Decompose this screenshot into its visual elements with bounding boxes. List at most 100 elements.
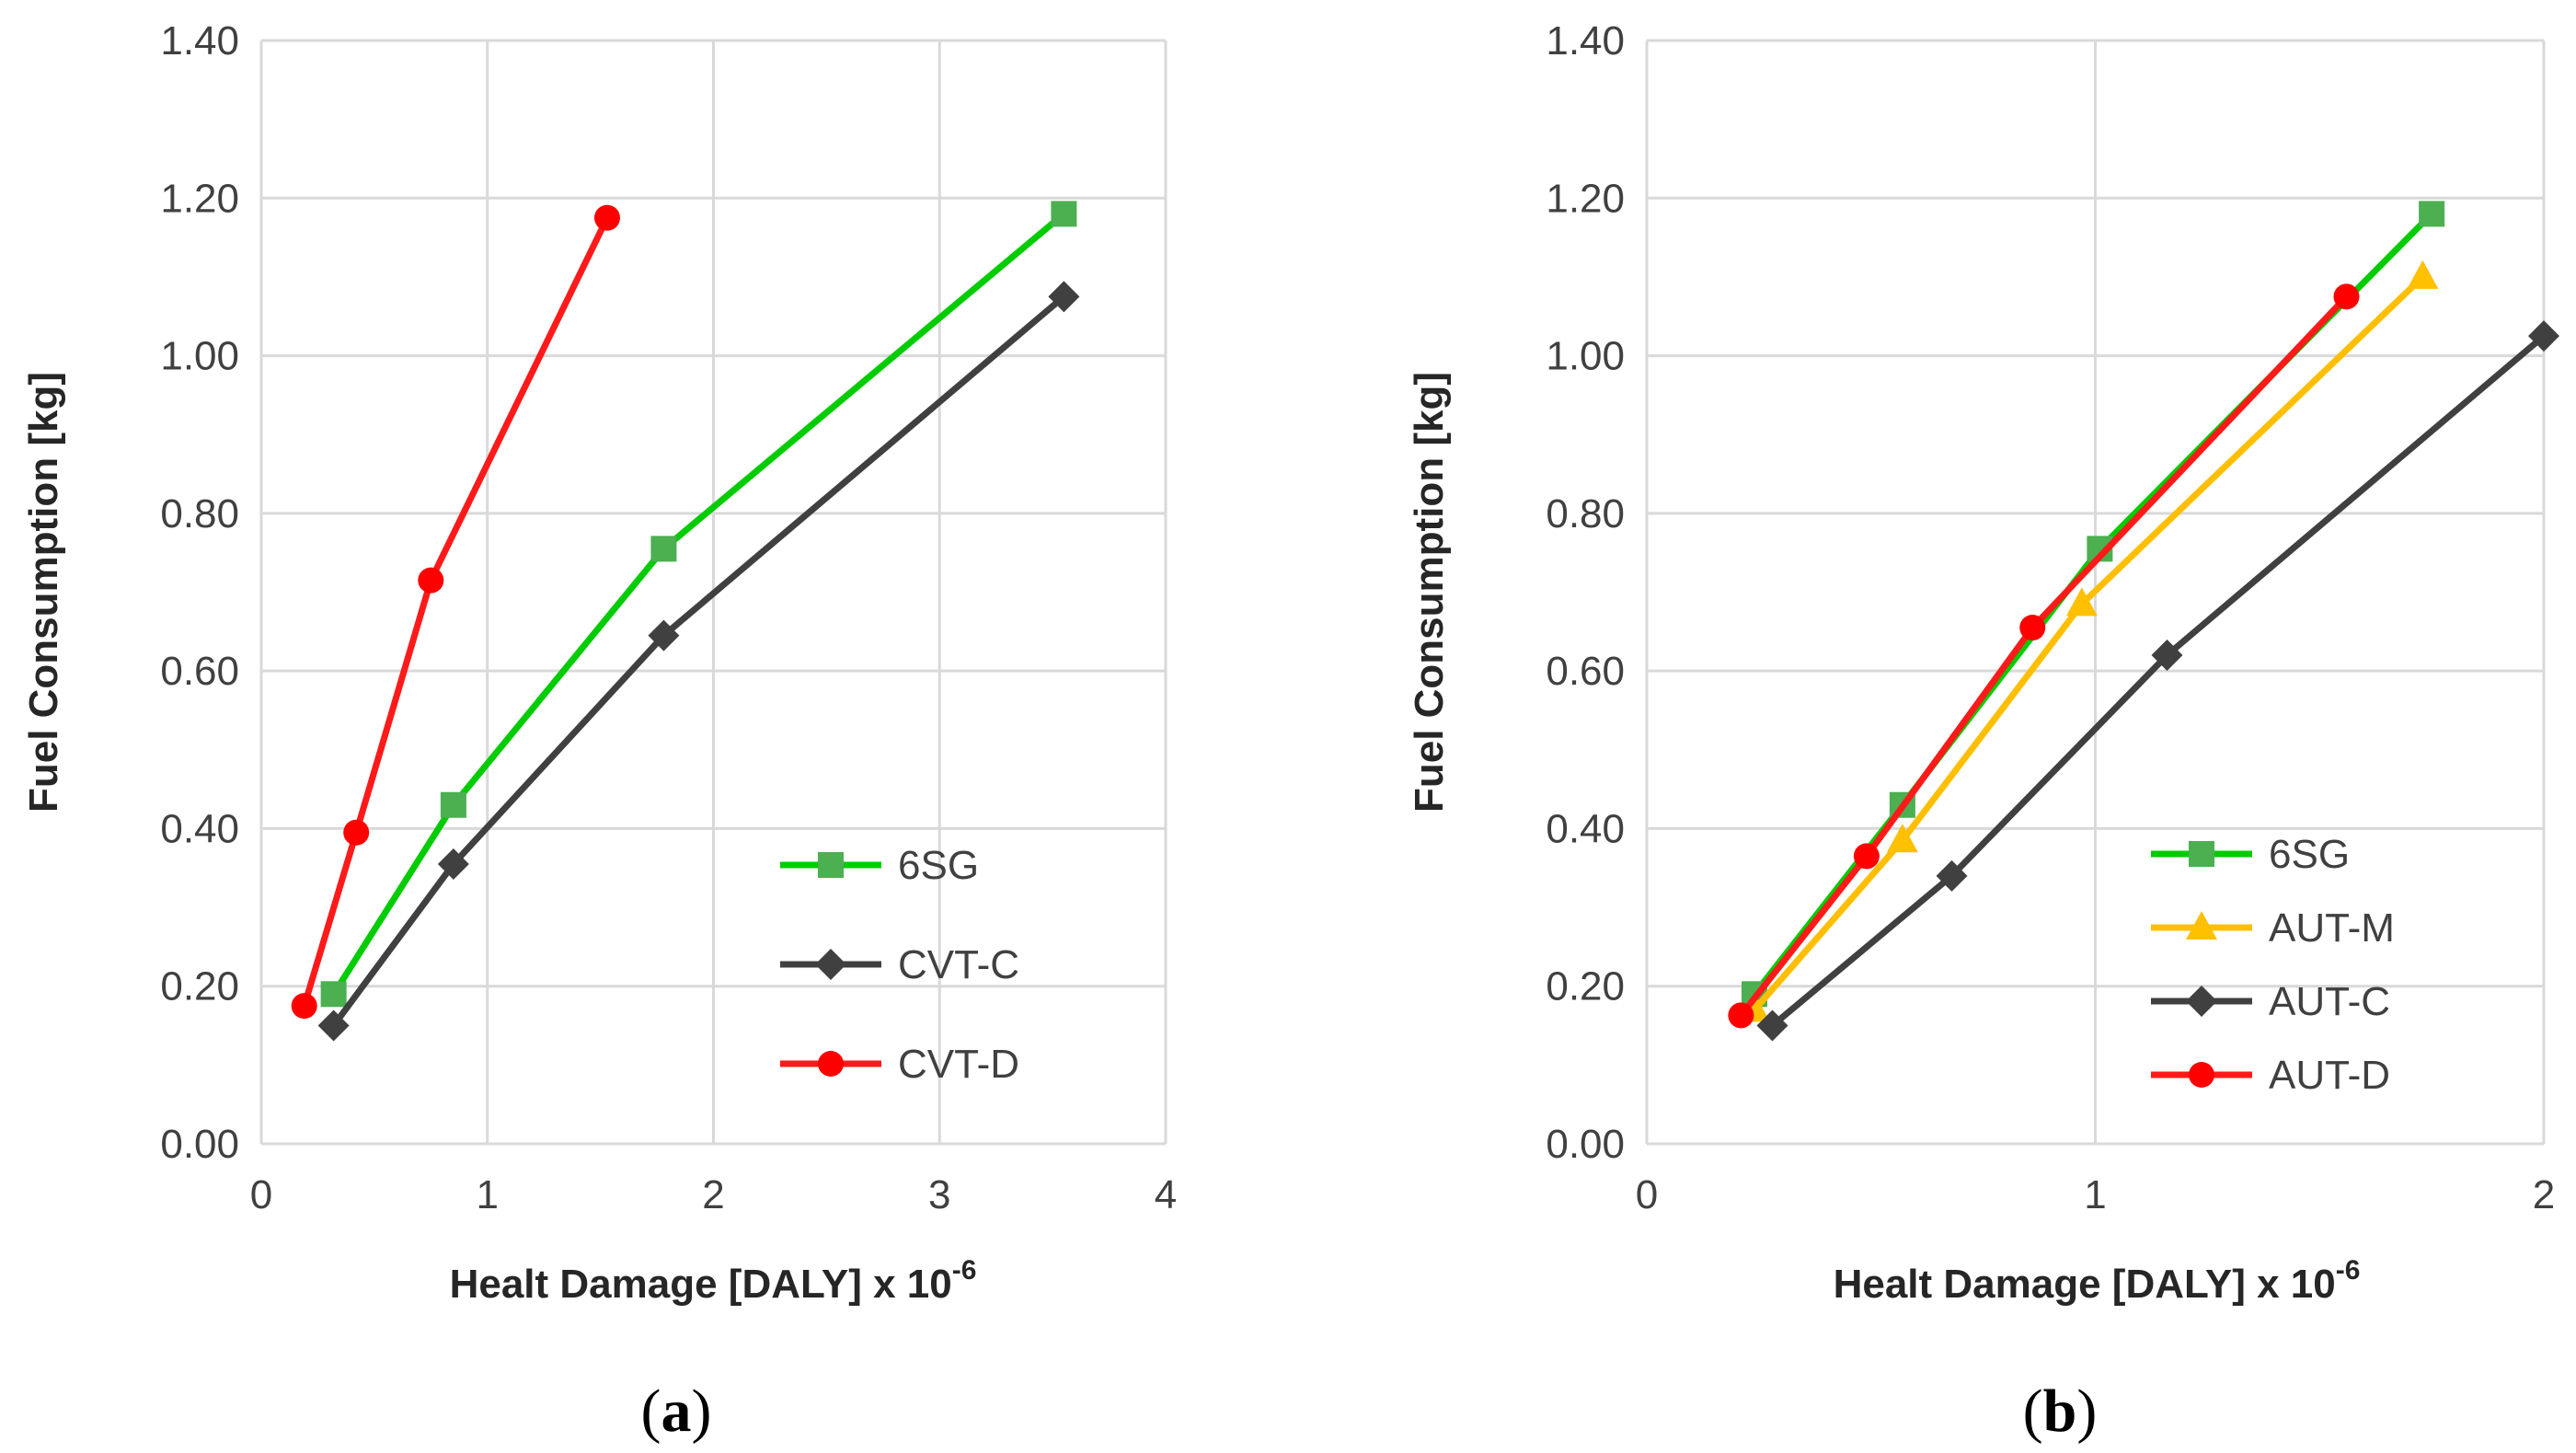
y-axis-title: Fuel Consumption [kg] (1407, 372, 1452, 813)
series-cvt-d (291, 204, 620, 1020)
legend-label: AUT-C (2269, 979, 2390, 1024)
data-point (2065, 587, 2098, 617)
x-tick-label: 0 (250, 1172, 272, 1217)
panel-label-letter: a (661, 1378, 692, 1445)
y-tick-label: 0.60 (160, 649, 239, 694)
y-tick-label: 0.20 (1546, 964, 1625, 1009)
data-point (343, 819, 370, 846)
data-point (2151, 640, 2183, 672)
legend-marker (2186, 986, 2217, 1017)
y-tick-label: 1.00 (1546, 334, 1625, 379)
data-point (593, 204, 620, 231)
legend-item-6sg: 6SG (780, 843, 979, 888)
y-axis-title: Fuel Consumption [kg] (21, 372, 66, 813)
x-tick-label: 4 (1155, 1172, 1177, 1217)
data-point (2333, 283, 2360, 310)
panel-label-letter: b (2043, 1378, 2077, 1445)
series-aut-d (1728, 283, 2360, 1029)
y-tick-label: 0.80 (1546, 491, 1625, 536)
data-point (317, 1009, 350, 1042)
legend-marker (2186, 911, 2217, 940)
data-point (320, 981, 347, 1008)
data-point (1936, 859, 1968, 892)
legend-label: AUT-M (2269, 905, 2395, 951)
data-point (437, 848, 469, 880)
panel-label-close: ) (2076, 1378, 2097, 1445)
data-point (2419, 201, 2445, 227)
y-tick-label: 0.40 (1546, 806, 1625, 851)
data-point (1728, 1002, 1754, 1029)
x-tick-label: 2 (2533, 1172, 2555, 1217)
legend-marker (818, 852, 844, 878)
panel-label-open: ( (641, 1378, 661, 1445)
x-tick-label: 3 (928, 1172, 950, 1217)
legend-marker (818, 1051, 844, 1077)
x-axis-title-main: Healt Damage [DALY] x 10 (450, 1262, 952, 1307)
data-point (418, 567, 444, 594)
panel-label: (b) (2023, 1378, 2098, 1445)
legend-item-aut-d: AUT-D (2151, 1053, 2390, 1098)
panel-label-open: ( (2023, 1378, 2043, 1445)
y-tick-label: 0.40 (160, 806, 239, 851)
legend: 6SG AUT-M AUT-C AUT-D (2151, 832, 2395, 1098)
x-axis-title-main: Healt Damage [DALY] x 10 (1834, 1262, 2336, 1307)
series-line (1770, 333, 2547, 1029)
panel-label-close: ) (692, 1378, 712, 1445)
legend-marker (2189, 841, 2214, 867)
legend-item-aut-m: AUT-M (2151, 905, 2395, 951)
data-point (1756, 1009, 1788, 1042)
legend-marker (2189, 1062, 2214, 1088)
y-tick-label: 1.20 (1546, 176, 1625, 221)
legend-item-cvt-c: CVT-C (780, 942, 1019, 987)
y-tick-label: 0.00 (160, 1122, 239, 1167)
data-point (1853, 843, 1880, 870)
data-point (291, 993, 317, 1020)
series-line (301, 216, 611, 1008)
legend-item-aut-c: AUT-C (2151, 979, 2390, 1024)
y-tick-label: 0.60 (1546, 649, 1625, 694)
data-point (2019, 615, 2046, 641)
x-axis-title-superscript: -6 (952, 1255, 977, 1286)
y-tick-label: 0.80 (160, 491, 239, 536)
series-line (330, 294, 1066, 1028)
data-point (1051, 201, 1077, 227)
y-tick-label: 1.40 (1546, 18, 1625, 63)
x-axis-title-superscript: -6 (2336, 1255, 2361, 1286)
y-tick-label: 1.40 (160, 18, 239, 63)
x-tick-label: 1 (477, 1172, 499, 1217)
panel-a: 0.00 0.20 0.40 0.60 0.80 1.00 1.20 1.40 0 1 2 3 4 6SG… (21, 18, 1177, 1445)
x-axis-title: Healt Damage [DALY] x 10-6 (1834, 1255, 2361, 1307)
legend-label: AUT-D (2269, 1053, 2390, 1098)
data-point (440, 791, 466, 818)
series-line (330, 211, 1066, 997)
data-point (648, 619, 680, 652)
legend-label: CVT-C (898, 942, 1019, 987)
panel-b: 0.00 0.20 0.40 0.60 0.80 1.00 1.20 1.40 0 1 2 6SG AU… (1407, 18, 2559, 1445)
data-point (1886, 824, 1918, 853)
series-line (1752, 211, 2434, 997)
data-point (1048, 281, 1080, 313)
legend-label: 6SG (2269, 832, 2350, 877)
legend-item-6sg: 6SG (2151, 832, 2350, 877)
legend-label: CVT-D (898, 1042, 1019, 1087)
x-axis-title: Healt Damage [DALY] x 10-6 (450, 1255, 977, 1307)
series-6sg (320, 201, 1077, 1008)
legend-item-cvt-d: CVT-D (780, 1042, 1019, 1087)
data-point (2407, 259, 2439, 289)
y-tick-label: 0.00 (1546, 1122, 1625, 1167)
data-point (2528, 320, 2559, 352)
series-cvt-c (317, 281, 1080, 1042)
x-tick-label: 1 (2084, 1172, 2106, 1217)
x-tick-label: 0 (1636, 1172, 1658, 1217)
legend-label: 6SG (898, 843, 979, 888)
series-aut-c (1756, 320, 2559, 1042)
panel-label: (a) (641, 1378, 712, 1445)
data-point (650, 536, 677, 562)
x-tick-label: 2 (702, 1172, 724, 1217)
legend: 6SG CVT-C CVT-D (780, 843, 1019, 1087)
y-tick-label: 1.20 (160, 176, 239, 221)
series-line (1752, 274, 2425, 1012)
series-line (1738, 294, 2350, 1018)
y-tick-label: 1.00 (160, 334, 239, 379)
